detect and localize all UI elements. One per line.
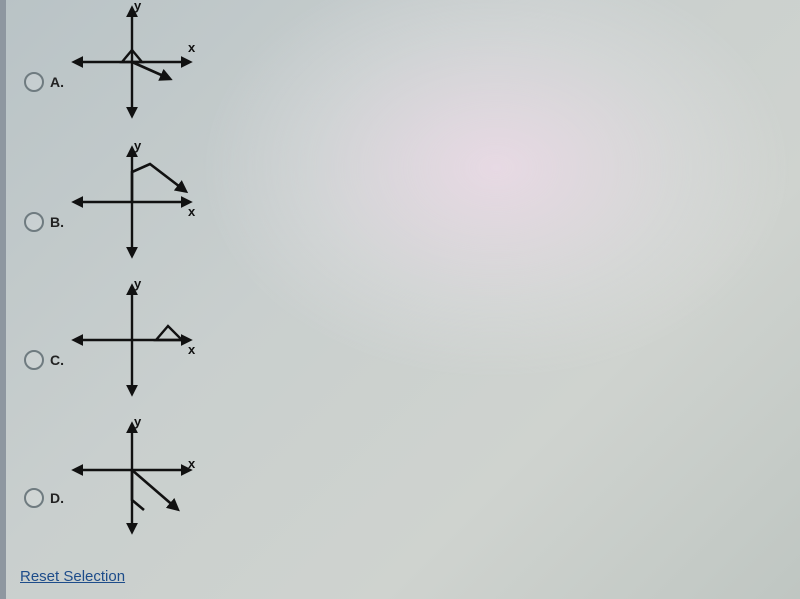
option-row-a[interactable]: A. y x: [24, 42, 192, 122]
axes-svg-d: [72, 418, 192, 538]
y-axis-label: y: [134, 276, 141, 291]
x-axis-label: x: [188, 342, 195, 357]
radio-a[interactable]: [24, 72, 44, 92]
axes-svg-a: [72, 2, 192, 122]
axes-svg-b: [72, 142, 192, 262]
graph-a: y x: [72, 2, 192, 122]
y-axis-label: y: [134, 0, 141, 13]
axes-svg-c: [72, 280, 192, 400]
option-label-a: A.: [50, 74, 68, 90]
x-axis-label: x: [188, 456, 195, 471]
radio-b[interactable]: [24, 212, 44, 232]
y-axis-label: y: [134, 414, 141, 429]
y-axis-label: y: [134, 138, 141, 153]
graph-d: y x: [72, 418, 192, 538]
graph-b: y x: [72, 142, 192, 262]
option-label-c: C.: [50, 352, 68, 368]
option-row-d[interactable]: D. y x: [24, 458, 192, 538]
radio-d[interactable]: [24, 488, 44, 508]
graph-c: y x: [72, 280, 192, 400]
reset-selection-link[interactable]: Reset Selection: [20, 568, 125, 585]
option-label-d: D.: [50, 490, 68, 506]
option-row-c[interactable]: C. y x: [24, 320, 192, 400]
x-axis-label: x: [188, 204, 195, 219]
x-axis-label: x: [188, 40, 195, 55]
option-row-b[interactable]: B. y x: [24, 182, 192, 262]
radio-c[interactable]: [24, 350, 44, 370]
option-label-b: B.: [50, 214, 68, 230]
